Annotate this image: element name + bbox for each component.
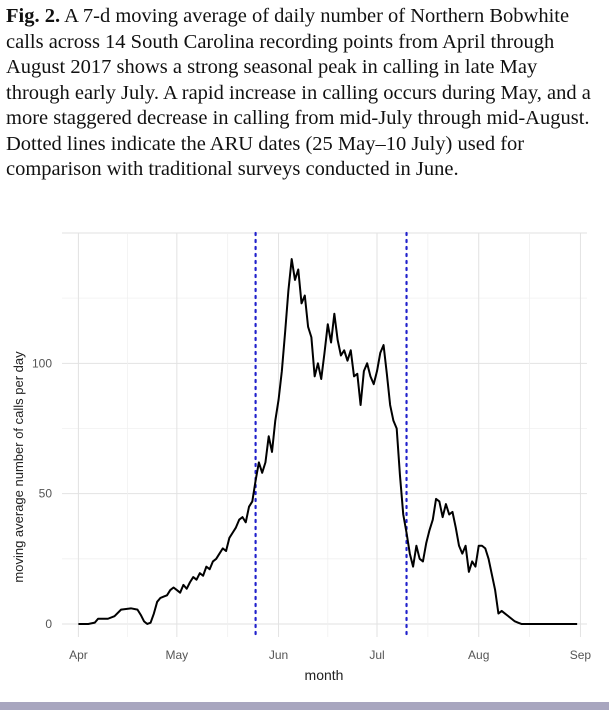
y-tick-label: 100	[32, 356, 52, 370]
x-tick-label: Jun	[269, 648, 288, 662]
caption-text: A 7-d moving average of daily number of …	[6, 5, 591, 180]
reference-lines	[254, 231, 408, 639]
x-tick-labels: Apr May Jun Jul Aug Sep	[69, 648, 591, 662]
y-axis-label: moving average number of calls per day	[11, 351, 26, 583]
y-tick-label: 0	[45, 617, 52, 631]
figure-caption: Fig. 2. A 7-d moving average of daily nu…	[6, 4, 596, 183]
page-bottom-border	[0, 702, 609, 710]
grid	[62, 232, 587, 637]
x-tick-label: May	[166, 648, 189, 662]
x-tick-label: Apr	[69, 648, 88, 662]
series-layer	[78, 258, 578, 625]
x-axis-label: month	[305, 667, 344, 683]
series-line	[78, 258, 578, 625]
moving-average-chart: 0 50 100 Apr May Jun Jul Aug Sep month moving a…	[11, 231, 591, 683]
y-tick-label: 50	[39, 487, 53, 501]
y-tick-labels: 0 50 100	[32, 356, 52, 631]
figure-label: Fig. 2.	[6, 5, 61, 27]
x-tick-label: Aug	[468, 648, 489, 662]
x-tick-label: Jul	[369, 648, 384, 662]
x-tick-label: Sep	[570, 648, 592, 662]
